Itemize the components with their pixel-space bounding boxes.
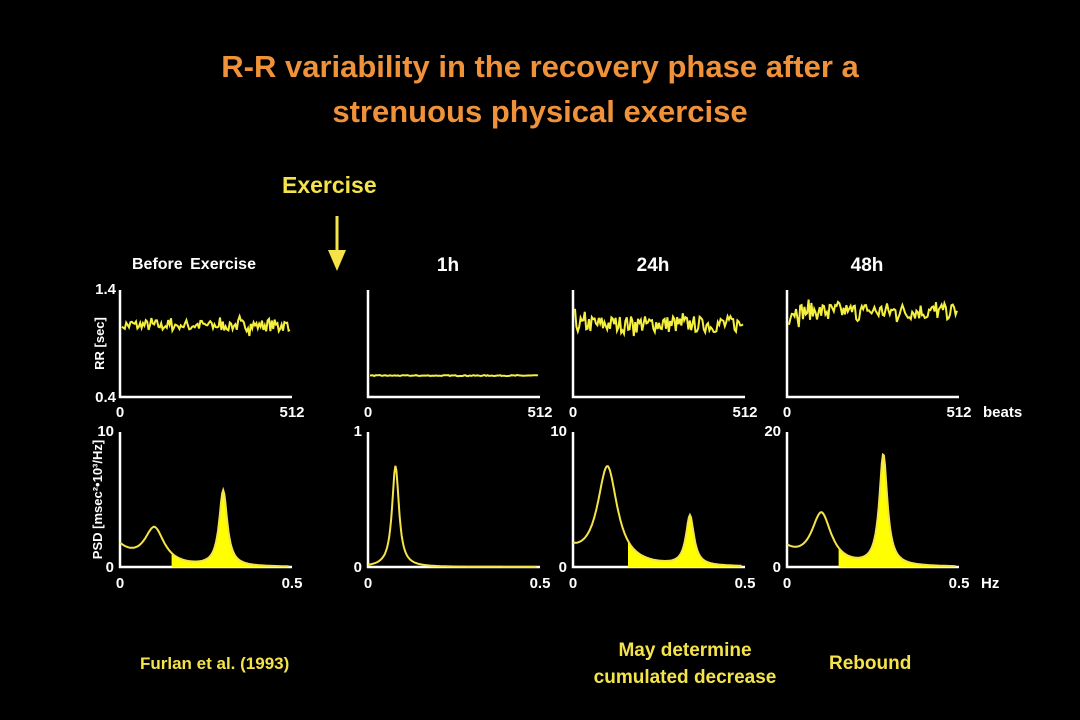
x-tick-label: 512: [946, 404, 971, 421]
x-axis-label: Hz: [981, 575, 999, 592]
x-tick-label: 0: [116, 404, 124, 421]
x-tick-label: 512: [527, 404, 552, 421]
rr-panel-1h-rr: 1h 0 512: [364, 255, 553, 421]
x-tick-label: 0: [364, 575, 372, 592]
x-tick-label: 0.5: [735, 575, 756, 592]
psd-panel-24h-psd: 0 0.5 10 0: [550, 423, 755, 592]
rebound-label: Rebound: [829, 653, 912, 674]
panel-heading: 24h: [637, 255, 670, 276]
x-tick-label: 0: [116, 575, 124, 592]
x-tick-label: 0.5: [282, 575, 303, 592]
slide-title-line-2: strenuous physical exercise: [332, 94, 748, 129]
citation: Furlan et al. (1993): [140, 654, 290, 673]
rr-axes: [366, 290, 540, 399]
rr-trace: [574, 308, 744, 338]
y-tick-label: 10: [550, 423, 567, 440]
before-exercise-label: Before Exercise: [132, 256, 256, 273]
x-tick-label: 512: [732, 404, 757, 421]
x-tick-label: 0: [569, 575, 577, 592]
y-tick-label: 0: [106, 559, 114, 576]
psd-panel-48h-psd: 0 0.5 20 0 Hz: [764, 423, 999, 592]
panel-heading: 48h: [851, 255, 884, 276]
x-tick-label: 0: [783, 575, 791, 592]
psd-curve: [572, 465, 742, 567]
y-tick-label: 10: [97, 423, 114, 440]
psd-curve: [786, 452, 956, 568]
note-line-1: May determine: [618, 640, 752, 661]
rr-panel-24h-rr: 24h 0 512: [569, 255, 758, 421]
rr-axes: [118, 290, 292, 399]
y-axis-label: PSD [msec²•10³/Hz]: [90, 440, 105, 559]
x-tick-label: 0.5: [949, 575, 970, 592]
y-tick-label: 1: [354, 423, 362, 440]
y-tick-label: 0: [354, 559, 362, 576]
rr-trace: [788, 299, 958, 328]
x-tick-label: 0: [569, 404, 577, 421]
y-tick-label: 0: [559, 559, 567, 576]
y-tick-label: 1.4: [95, 281, 117, 298]
hf-filled-area: [838, 453, 956, 567]
psd-curve: [119, 486, 289, 568]
panel-heading: 1h: [437, 255, 459, 276]
hf-filled-area: [171, 490, 289, 567]
rr-trace: [121, 313, 291, 337]
exercise-arrow: [328, 216, 346, 271]
rr-panel-before-exercise-rr: 0 512 1.4 0.4 RR [sec]: [92, 281, 305, 421]
exercise-label: Exercise: [282, 172, 377, 198]
y-axis-label: RR [sec]: [92, 317, 107, 370]
rr-axes: [571, 290, 745, 399]
y-tick-label: 0.4: [95, 389, 117, 406]
hf-filled-area: [628, 515, 742, 567]
psd-axes: [366, 432, 540, 569]
x-tick-label: 0: [783, 404, 791, 421]
rr-trace: [369, 373, 539, 378]
psd-axes: [118, 432, 292, 569]
slide-title-line-1: R-R variability in the recovery phase af…: [221, 49, 859, 84]
rr-panel-48h-rr: 48h 0 512 beats: [783, 255, 1022, 421]
y-tick-label: 0: [773, 559, 781, 576]
x-tick-label: 0: [364, 404, 372, 421]
note-line-2: cumulated decrease: [593, 667, 777, 688]
psd-panel-1h-psd: 0 0.5 1 0: [354, 423, 551, 592]
x-tick-label: 512: [279, 404, 304, 421]
y-tick-label: 20: [764, 423, 781, 440]
psd-curve: [367, 465, 537, 568]
rr-axes: [785, 290, 959, 399]
cumulated-decrease-note: May determine cumulated decrease: [540, 637, 830, 691]
x-axis-label: beats: [983, 404, 1022, 421]
x-tick-label: 0.5: [530, 575, 551, 592]
